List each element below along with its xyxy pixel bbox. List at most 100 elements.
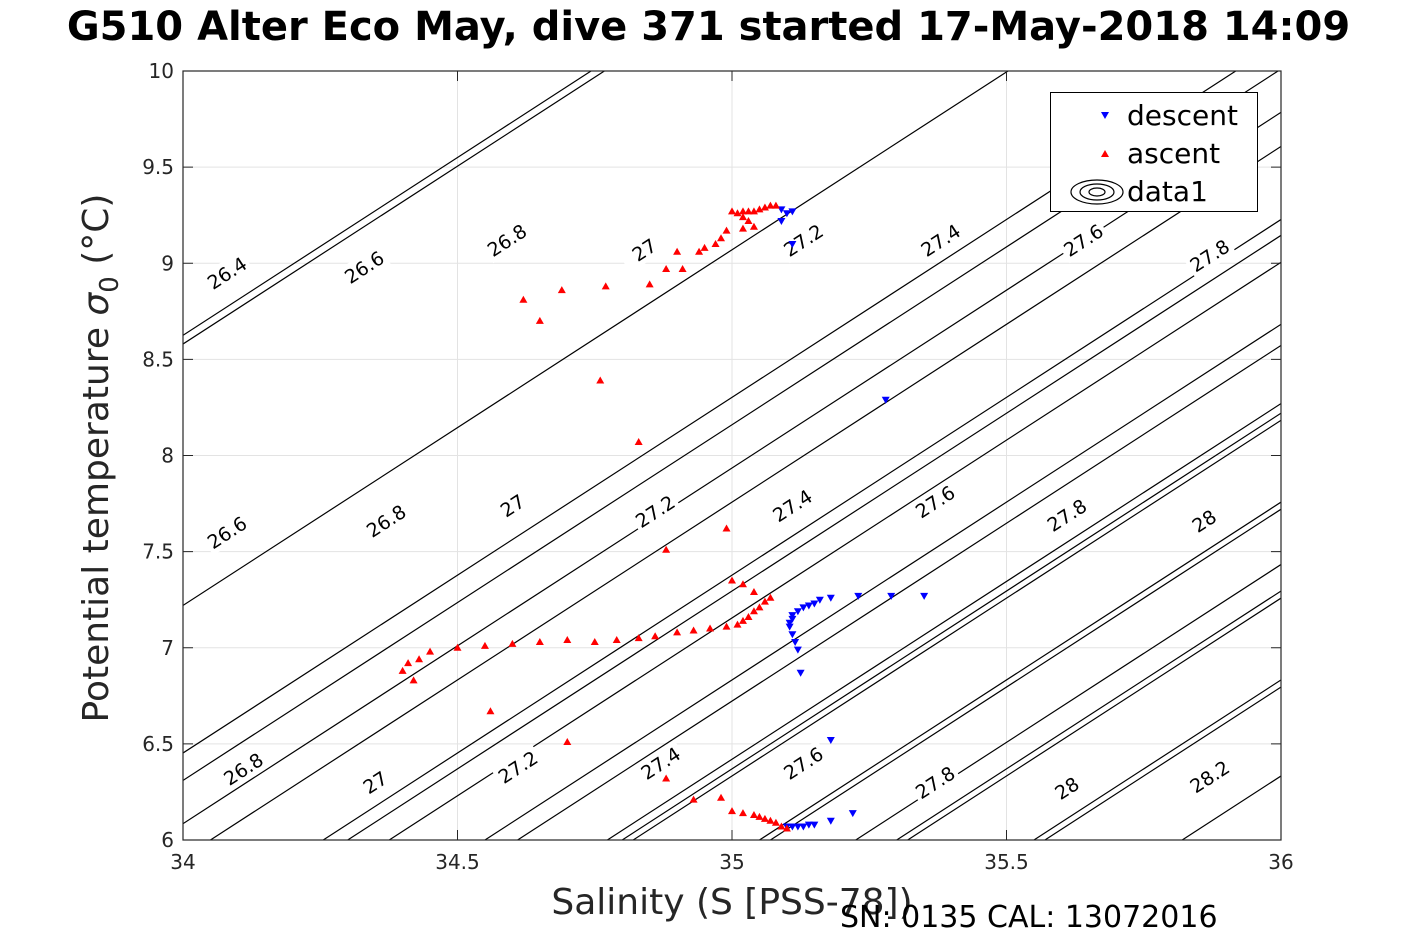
ascent-point [749,811,758,819]
y-axis-label: Potential temperature σ0 (°C) [76,194,125,723]
ascent-point [760,597,769,605]
descent-point [799,823,808,831]
isopycnal-line [388,261,1281,840]
ascent-point [749,587,758,595]
contour-label-bg [200,509,254,556]
ascent-point [711,240,720,248]
descent-point [881,396,890,404]
ascent-point [486,707,495,715]
y-tick-label: 6 [161,828,174,852]
isopycnal-line [322,218,1281,840]
contour-label-bg [1040,491,1094,539]
ascent-point [695,247,704,255]
ascent-marker-icon [1101,150,1109,157]
descent-point [920,592,929,600]
legend: descent ascent data1 [1050,92,1258,212]
ascent-point [717,793,726,801]
descent-point [854,592,863,600]
contour-label-bg [765,482,820,529]
ascent-point [738,224,747,232]
descent-point [782,210,791,218]
contour-label-bg [1182,753,1237,800]
x-tick-label: 34.5 [435,850,480,874]
descent-point [799,604,808,612]
contour-label-bg [633,739,688,787]
descent-marker-icon [1101,112,1109,119]
y-tick-label: 7 [161,636,174,660]
x-tick-label: 34 [170,850,195,874]
legend-item-data1: data1 [1051,173,1257,211]
ascent-point [755,205,764,213]
ascent-point [738,616,747,624]
ascent-point [766,816,775,824]
contour-label-bg [628,488,682,535]
y-tick-label: 8.5 [142,347,174,371]
contour-label-bg [337,243,391,291]
ascent-point [590,637,599,645]
y-axis-label-unit: (°C) [76,194,117,277]
contour-label-bg [1040,764,1094,812]
descent-point [785,619,794,627]
ascent-point [728,207,736,215]
descent-point [826,737,835,745]
ascent-point [673,628,682,636]
legend-item-descent: descent [1051,97,1257,135]
isopycnal-line [770,508,1281,840]
ascent-point [744,207,753,215]
legend-item-ascent: ascent [1051,135,1257,173]
isopycnal-line [621,412,1281,840]
isopycnal-line [607,402,1281,840]
descent-point [826,594,835,602]
descent-point [815,596,824,604]
ascent-point [728,807,736,815]
ascent-point [700,243,709,251]
ascent-point [722,226,731,234]
descent-point [796,669,805,677]
descent-point [804,821,813,829]
descent-point [810,821,819,829]
contour-label-bg [491,743,545,791]
contour-label-bg [485,482,540,529]
ascent-point [749,207,758,215]
ascent-point [717,234,726,242]
isopycnal-line [183,71,605,345]
descent-point [788,241,797,249]
chart-title: G510 Alter Eco May, dive 371 started 17-… [66,4,1351,50]
ascent-point [662,265,671,273]
contour-label-bg [776,217,831,264]
ascent-point [612,636,621,644]
descent-point [788,208,797,216]
ascent-point [634,438,643,446]
y-tick-label: 6.5 [142,732,174,756]
ascent-point [519,295,528,303]
ascent-point [744,216,753,224]
y-tick-label: 10 [149,59,174,83]
y-axis-label-sigma: σ [76,292,117,316]
ascent-point [678,265,687,273]
ascent-point [415,655,424,663]
ascent-point [749,222,758,230]
descent-point [887,592,896,600]
ascent-point [563,636,572,644]
y-tick-label: 7.5 [142,540,174,564]
ascent-point [771,818,780,826]
ascent-point [749,607,758,615]
isopycnal-line [183,71,592,337]
contour-label-bg [480,217,534,264]
ascent-point [722,524,731,532]
contour-label-bg [908,478,962,525]
ascent-point [563,737,572,745]
axis-ticks: 34 34.5 35 35.5 36 6 6.5 7 7.5 8 8.5 9 9.5 10 [142,59,1294,874]
legend-label-data1: data1 [1127,175,1208,208]
descent-point [788,612,797,620]
contour-icon [1070,179,1124,205]
contour-label-bg [913,217,968,264]
ascent-point [706,624,715,632]
ascent-point [760,203,769,211]
contour-label-bg [1182,232,1237,279]
x-tick-label: 35 [719,850,744,874]
ascent-point [634,634,643,642]
ascent-point [404,659,413,667]
x-tick-label: 36 [1268,850,1293,874]
ascent-point [689,626,698,634]
